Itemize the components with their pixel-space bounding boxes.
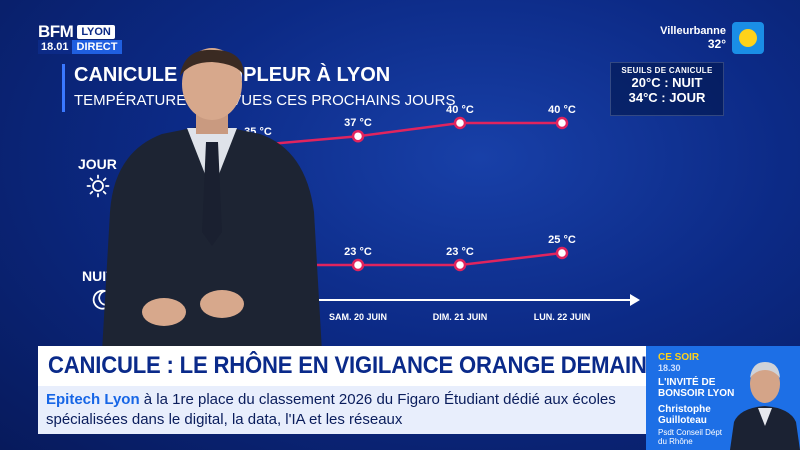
data-point: [555, 246, 569, 260]
live-badge: DIRECT: [71, 40, 123, 54]
x-axis-arrow: [630, 294, 640, 306]
promo-guest-last: Guilloteau: [658, 415, 707, 426]
ticker-text: à la 1re place du classement 2026 du Fig…: [46, 391, 616, 428]
heatwave-thresholds-box: SEUILS DE CANICULE 20°C : NUIT 34°C : JO…: [610, 62, 724, 116]
data-label: 40 °C: [548, 104, 576, 116]
broadcast-clock: 18.01: [38, 40, 72, 54]
weather-city: Villeurbanne: [660, 25, 726, 37]
channel-logo: BFM LYON: [38, 22, 115, 42]
promo-guest-role-1: Psdt Conseil Dépt: [658, 428, 723, 437]
day-row-label: JOUR: [78, 156, 117, 172]
data-label: 25 °C: [548, 234, 576, 246]
data-point: [351, 129, 365, 143]
data-point: [555, 116, 569, 130]
promo-show-line2: BONSOIR LYON: [658, 388, 735, 399]
promo-time: 18.30: [658, 363, 681, 373]
x-tick-label: DIM. 21 JUIN: [433, 312, 488, 322]
weather-widget: Villeurbanne 32°: [660, 22, 764, 54]
promo-guest-first: Christophe: [658, 404, 711, 415]
sun-icon: [732, 22, 764, 54]
data-label: 37 °C: [344, 117, 372, 129]
promo-when: CE SOIR: [658, 352, 700, 363]
data-label: 40 °C: [446, 104, 474, 116]
thresholds-heading: SEUILS DE CANICULE: [621, 66, 713, 75]
promo-guest-role-2: du Rhône: [658, 437, 693, 446]
broadcast-time-bar: 18.01 DIRECT: [38, 40, 123, 54]
show-promo: CE SOIR 18.30 L'INVITÉ DE BONSOIR LYON C…: [646, 346, 800, 450]
ticker-highlight: Epitech Lyon: [46, 391, 140, 408]
title-accent-rule: [62, 64, 65, 112]
data-point: [351, 258, 365, 272]
channel-city: LYON: [77, 25, 115, 39]
data-label: 23 °C: [344, 246, 372, 258]
promo-show-line1: L'INVITÉ DE: [658, 377, 716, 388]
threshold-day: 34°C : JOUR: [628, 90, 706, 105]
data-label: 23 °C: [446, 246, 474, 258]
news-ticker: Epitech Lyon à la 1re place du classemen…: [38, 386, 646, 434]
graphic-subtitle: TEMPÉRATURES PRÉVUES CES PROCHAINS JOURS: [74, 92, 456, 109]
headline-text: CANICULE : LE RHÔNE EN VIGILANCE ORANGE …: [48, 352, 647, 379]
weather-temperature: 32°: [707, 37, 726, 51]
data-point: [453, 116, 467, 130]
threshold-night: 20°C : NUIT: [631, 75, 703, 90]
channel-name: BFM: [38, 22, 74, 41]
data-point: [453, 258, 467, 272]
guest-portrait: [730, 362, 800, 450]
sun-icon: [86, 174, 110, 198]
x-tick-label: LUN. 22 JUIN: [534, 312, 591, 322]
x-tick-label: SAM. 20 JUIN: [329, 312, 387, 322]
presenter-figure: [102, 48, 322, 352]
headline-banner: CANICULE : LE RHÔNE EN VIGILANCE ORANGE …: [38, 346, 647, 386]
